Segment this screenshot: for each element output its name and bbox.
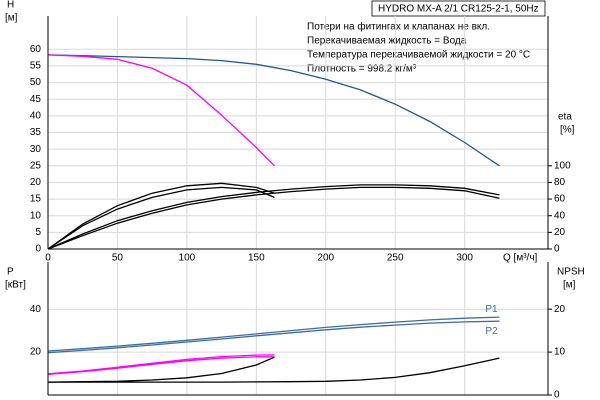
x-tick-label: 0 — [45, 253, 51, 264]
y2-tick-label: 60 — [554, 194, 566, 205]
y-tick-label: 20 — [30, 177, 42, 188]
y-tick-label: 35 — [30, 127, 42, 138]
series-line — [47, 54, 500, 167]
x-tick-label: 300 — [456, 253, 473, 264]
y-axis-label: H — [7, 0, 14, 11]
annotation: Температура перекачиваемой жидкости = 20… — [307, 50, 530, 61]
mark-layer — [47, 54, 500, 383]
series-line — [47, 182, 275, 250]
y-tick-label: 50 — [30, 77, 42, 88]
y-tick-label: 15 — [30, 194, 42, 205]
series-line — [47, 316, 500, 352]
y-tick-label: 20 — [30, 347, 42, 358]
annotation: Потери на фитингах и клапанах не вкл. — [307, 21, 490, 33]
y-tick-label: 0 — [35, 244, 41, 255]
y-axis-unit: [м] — [5, 13, 18, 24]
series-line — [47, 184, 500, 250]
x-tick-label: 150 — [248, 253, 265, 264]
x-axis-label: Q [м³/ч] — [503, 253, 538, 264]
series-line — [47, 320, 500, 354]
grid-layer — [47, 16, 548, 395]
title-box — [371, 0, 546, 17]
y-tick-label: 5 — [35, 227, 41, 238]
y2-tick-label: 20 — [554, 304, 566, 315]
y-tick-label: 25 — [30, 160, 42, 171]
y2-axis-unit: [м] — [563, 280, 576, 291]
series-line — [47, 54, 275, 167]
x-tick-label: 50 — [112, 253, 124, 264]
y2-tick-label: 40 — [554, 210, 566, 221]
y-tick-label: 40 — [30, 304, 42, 315]
x-tick-label: 250 — [387, 253, 404, 264]
y-tick-label: 55 — [30, 61, 42, 72]
x-tick-label: 200 — [317, 253, 334, 264]
y2-axis-label: NPSH — [557, 267, 585, 278]
y-tick-label: 60 — [30, 44, 42, 55]
y2-tick-label: 100 — [554, 160, 571, 171]
y2-tick-label: 0 — [554, 390, 560, 400]
annotation: Перекачиваемая жидкость = Вода — [307, 36, 467, 47]
y2-tick-label: 0 — [554, 244, 560, 255]
y-axis-unit: [кВт] — [5, 280, 26, 291]
y2-tick-label: 10 — [554, 347, 566, 358]
y-tick-label: 10 — [30, 210, 42, 221]
y-tick-label: 40 — [30, 110, 42, 121]
y2-axis-unit: [%] — [560, 125, 575, 136]
series-line — [48, 357, 500, 383]
series-label: P2 — [485, 326, 498, 337]
series-line — [47, 356, 275, 383]
y2-axis-label: eta — [558, 112, 572, 123]
y-tick-label: 45 — [30, 94, 42, 105]
series-line — [47, 186, 275, 250]
annotation: Плотность = 998.2 кг/м³ — [307, 64, 417, 75]
series-line — [47, 186, 500, 250]
y2-tick-label: 20 — [554, 227, 566, 238]
y-axis-label: P — [7, 267, 14, 278]
y-tick-label: 30 — [30, 144, 42, 155]
series-label: P1 — [485, 304, 498, 315]
chart-title: HYDRO MX-A 2/1 CR125-2-1, 50Hz — [378, 4, 539, 15]
series-line — [47, 356, 275, 376]
x-tick-label: 100 — [179, 253, 196, 264]
y2-tick-label: 80 — [554, 177, 566, 188]
